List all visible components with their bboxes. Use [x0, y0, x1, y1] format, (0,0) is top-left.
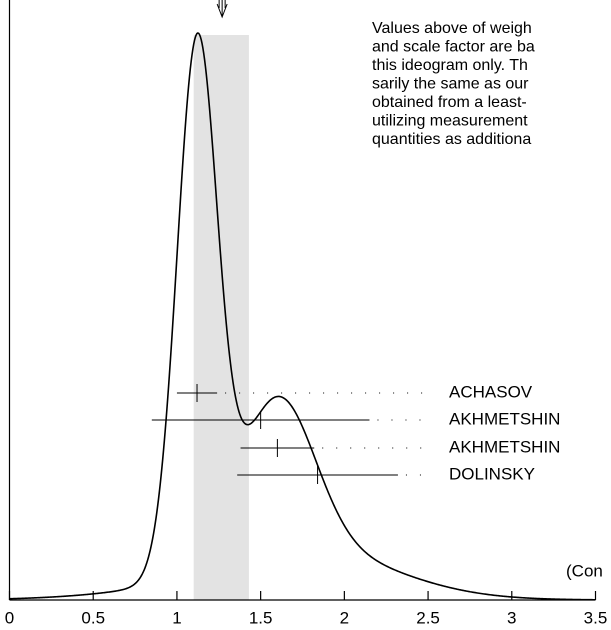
- x-tick-label: 2: [340, 608, 349, 627]
- footer-text: (Con: [566, 561, 603, 580]
- note-line: and scale factor are ba: [372, 39, 535, 56]
- average-arrow: [216, 0, 228, 19]
- note-line: utilizing measurement: [372, 113, 528, 130]
- measurement-label: AKHMETSHIN: [449, 409, 560, 428]
- note-line: sarily the same as our: [372, 76, 529, 93]
- measurement-label: ACHASOV: [449, 382, 533, 401]
- x-tick-label: 0.5: [81, 608, 105, 627]
- note-line: quantities as additiona: [372, 131, 531, 148]
- note-line: this ideogram only. Th: [372, 57, 528, 74]
- note-line: Values above of weigh: [372, 20, 532, 37]
- x-tick-label: 1: [172, 608, 181, 627]
- x-tick-label: 0: [5, 608, 14, 627]
- x-tick-label: 1.5: [249, 608, 273, 627]
- measurement-label: DOLINSKY: [449, 464, 535, 483]
- x-tick-label: 3: [507, 608, 516, 627]
- x-tick-label: 2.5: [416, 608, 440, 627]
- average-band: [193, 35, 249, 600]
- x-tick-label: 3.5: [584, 608, 608, 627]
- ideogram-curve: [9, 32, 596, 601]
- measurement-label: AKHMETSHIN: [449, 437, 560, 456]
- note-line: obtained from a least-: [372, 94, 527, 111]
